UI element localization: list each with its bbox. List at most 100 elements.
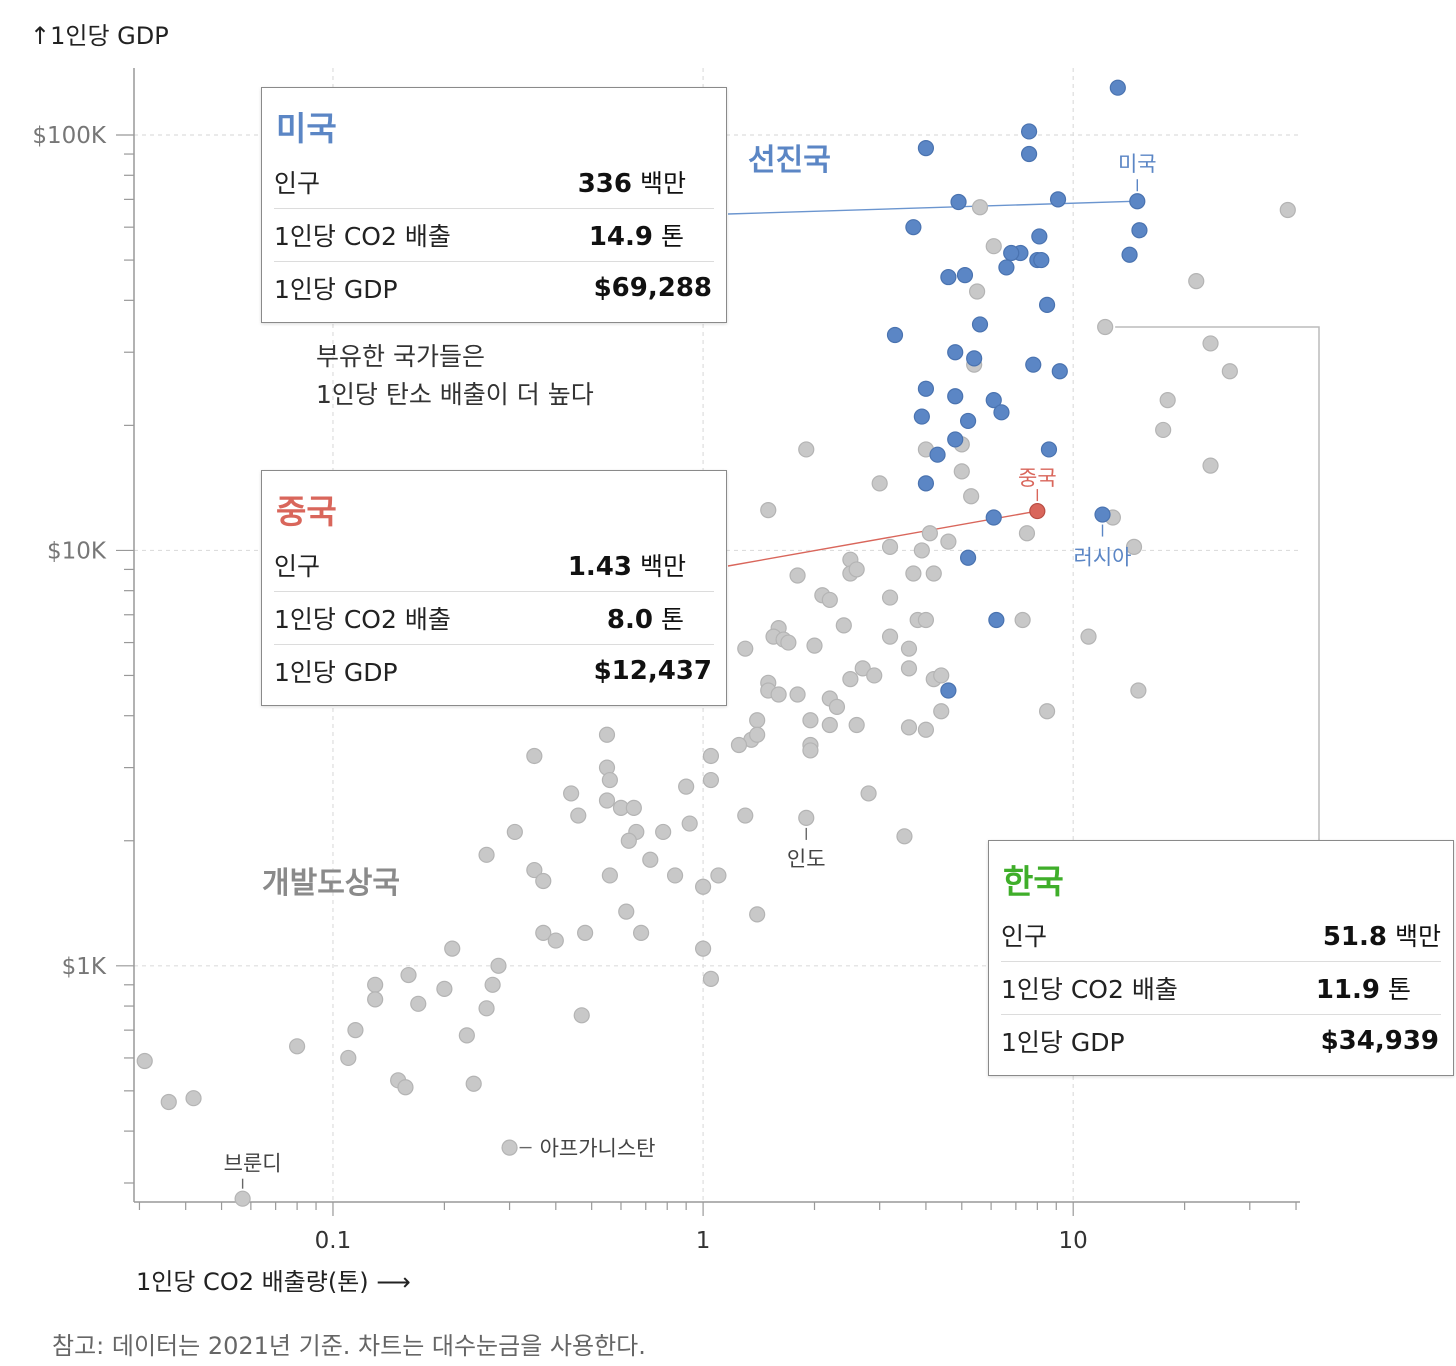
point-developed	[1020, 123, 1038, 140]
point-developing	[526, 747, 543, 765]
point-developing	[806, 637, 823, 654]
card-korea-row-co2: 1인당 CO2 배출 11.9 톤	[1001, 962, 1441, 1015]
point-developing	[1188, 272, 1205, 290]
card-korea-row-population: 인구 51.8 백만	[1001, 909, 1441, 962]
x-tick-label: 10	[1059, 1228, 1088, 1254]
point-developing	[749, 726, 766, 743]
point-developing	[933, 703, 950, 720]
point-developing	[136, 1052, 153, 1070]
point-developed	[1031, 228, 1048, 245]
point-developed	[956, 267, 974, 284]
point-developing	[702, 970, 720, 987]
point-developing	[1221, 363, 1238, 380]
point-developing	[702, 771, 720, 789]
point-developing	[953, 463, 970, 480]
point-developed	[917, 475, 935, 492]
connector-china	[727, 510, 1038, 567]
card-china-co2-unit: 톤	[660, 605, 684, 634]
point-developed	[886, 326, 904, 344]
point-developing	[896, 828, 913, 845]
card-china: 중국 인구 1.43 백만 1인당 CO2 배출 8.0 톤 1인당 GDP $12…	[261, 470, 727, 706]
point-developing	[1202, 457, 1219, 474]
point-developing	[821, 591, 838, 609]
point-developing	[789, 686, 806, 703]
data-points	[136, 79, 1296, 1207]
point-developing	[821, 716, 838, 734]
point-developing	[940, 533, 957, 550]
point-developing	[921, 525, 938, 542]
point-developing	[963, 488, 980, 505]
annotation: 부유한 국가들은 1인당 탄소 배출이 더 높다	[316, 338, 594, 414]
x-tick-label: 0.1	[315, 1228, 352, 1254]
point-developed	[985, 509, 1002, 526]
point-developing	[933, 667, 950, 684]
point-developing	[694, 940, 712, 957]
point-developing	[881, 628, 899, 645]
point-developed	[959, 549, 977, 566]
point-developed	[929, 446, 946, 463]
point-developing	[749, 712, 766, 729]
label-afghanistan: 아프가니스탄	[540, 1137, 656, 1161]
card-china-population-label: 인구	[274, 552, 321, 581]
point-developing	[1159, 392, 1176, 409]
point-developing	[866, 667, 883, 684]
connector-usa	[727, 200, 1138, 215]
x-axis-label: 1인당 CO2 배출량(톤) ⟶	[136, 1268, 411, 1296]
point-developed	[1003, 244, 1020, 262]
point-developing	[642, 851, 659, 868]
card-china-population-unit: 백만	[639, 552, 686, 581]
point-developing	[985, 238, 1002, 255]
point-developing	[465, 1075, 482, 1092]
point-developing	[367, 991, 384, 1008]
card-china-co2-label: 1인당 CO2 배출	[274, 605, 451, 634]
point-developing	[737, 640, 754, 657]
card-china-row-population: 인구 1.43 백만	[274, 539, 714, 592]
point-developing	[547, 932, 564, 949]
label-burundi: 브룬디	[224, 1152, 282, 1176]
point-developing	[573, 1007, 590, 1024]
card-usa-population-unit: 백만	[639, 169, 686, 198]
point-developing	[601, 867, 618, 884]
footnote: 참고: 데이터는 2021년 기준. 차트는 대수눈금을 사용한다.	[52, 1332, 646, 1360]
point-developing	[577, 924, 594, 942]
point-developing	[397, 1079, 414, 1096]
card-korea-co2-value: 11.9	[1315, 975, 1380, 1005]
card-usa-co2-label: 1인당 CO2 배출	[274, 222, 451, 251]
point-developing	[598, 726, 616, 743]
point-developing	[535, 872, 552, 890]
point-developing	[563, 785, 580, 802]
point-developing	[666, 867, 684, 884]
point-developed	[947, 388, 964, 405]
point-developed	[1033, 251, 1050, 269]
card-korea-population-label: 인구	[1001, 922, 1048, 951]
point-developing	[526, 861, 543, 879]
axes: 0.1 1 10 $1K $10K $100K	[32, 68, 1300, 1254]
group-label-developed: 선진국	[748, 143, 831, 178]
point-russia	[1094, 506, 1111, 523]
point-india	[798, 809, 815, 827]
card-korea-title: 한국	[1003, 862, 1064, 901]
point-developed	[917, 140, 935, 157]
point-developing	[436, 980, 453, 997]
point-developing	[828, 698, 846, 716]
point-developing	[340, 1049, 357, 1067]
card-usa-title: 미국	[276, 109, 337, 148]
card-korea-gdp-label: 1인당 GDP	[1001, 1028, 1125, 1057]
point-developing	[871, 475, 888, 492]
annotation-line-1: 부유한 국가들은	[316, 342, 485, 371]
point-developing	[655, 823, 672, 841]
point-developed	[1025, 356, 1042, 373]
point-developed	[947, 431, 964, 448]
point-developing	[618, 903, 635, 920]
card-korea: 한국 인구 51.8 백만 1인당 CO2 배출 11.9 톤 1인당 GDP $3…	[988, 840, 1454, 1076]
point-developing	[730, 736, 748, 754]
card-china-gdp-label: 1인당 GDP	[274, 658, 398, 687]
point-developed	[966, 350, 983, 367]
point-developed	[998, 259, 1015, 276]
card-usa-population-value: 336	[577, 169, 632, 199]
point-developing	[1018, 525, 1036, 542]
point-developing	[1097, 318, 1114, 336]
card-korea-population-value: 51.8	[1322, 922, 1387, 952]
point-developing	[780, 634, 797, 651]
